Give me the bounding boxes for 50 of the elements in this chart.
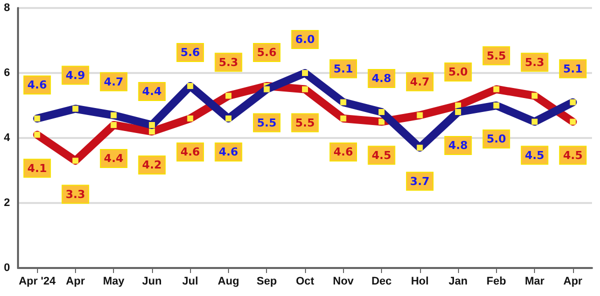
data-label: 3.7 (410, 174, 430, 188)
data-label: 4.5 (563, 148, 583, 162)
data-label: 4.2 (142, 158, 162, 172)
data-label: 5.0 (448, 66, 468, 78)
data-label: 4.5 (524, 148, 544, 162)
x-tick-label: May (102, 276, 126, 288)
y-tick-label: 4 (4, 132, 11, 144)
x-tick-label: Aug (218, 276, 240, 288)
x-tick-label: Apr '24 (18, 276, 56, 288)
x-tick-label: Mar (524, 276, 546, 288)
data-label: 5.1 (334, 62, 354, 76)
data-label: 4.9 (66, 68, 86, 82)
data-label: 5.5 (256, 116, 276, 130)
x-tick-label: Apr (563, 276, 584, 288)
data-label: 4.4 (104, 152, 124, 165)
y-tick-label: 6 (4, 67, 10, 79)
data-label: 4.5 (372, 148, 392, 162)
x-tick-label: Jul (182, 276, 198, 288)
data-label: 4.1 (27, 162, 47, 175)
data-label: 5.1 (563, 62, 583, 76)
data-label: 4.8 (448, 139, 468, 152)
x-tick-label: Apr (66, 276, 86, 288)
data-label: 4.6 (27, 78, 48, 92)
data-label: 4.7 (410, 75, 430, 88)
x-tick-label: Feb (486, 276, 506, 288)
data-label: 4.7 (104, 75, 124, 88)
data-label: 5.5 (295, 116, 315, 130)
data-label: 4.6 (180, 146, 200, 158)
x-tick-label: Oct (296, 276, 314, 288)
data-label: 5.0 (486, 132, 506, 146)
y-tick-label: 2 (4, 197, 10, 209)
data-label: 5.5 (486, 49, 506, 62)
x-tick-label: Jun (142, 276, 162, 288)
data-label: 5.3 (218, 56, 238, 69)
x-tick-label: Jan (448, 276, 468, 288)
data-label: 6.0 (295, 33, 316, 46)
data-label: 4.6 (334, 146, 354, 158)
data-label: 5.3 (524, 56, 544, 69)
data-label: 4.4 (142, 85, 162, 98)
x-tick-label: Sep (256, 276, 278, 288)
x-tick-label: Nov (332, 276, 355, 288)
data-label: 5.6 (256, 46, 277, 59)
data-label: 4.8 (372, 72, 392, 85)
y-tick-label: 8 (4, 2, 10, 14)
y-tick-label: 0 (4, 262, 10, 274)
data-label: 3.3 (66, 188, 86, 201)
x-tick-label: Hol (410, 276, 429, 288)
x-tick-label: Dec (371, 276, 392, 288)
data-label: 5.6 (180, 46, 200, 59)
data-label: 4.6 (218, 146, 239, 158)
